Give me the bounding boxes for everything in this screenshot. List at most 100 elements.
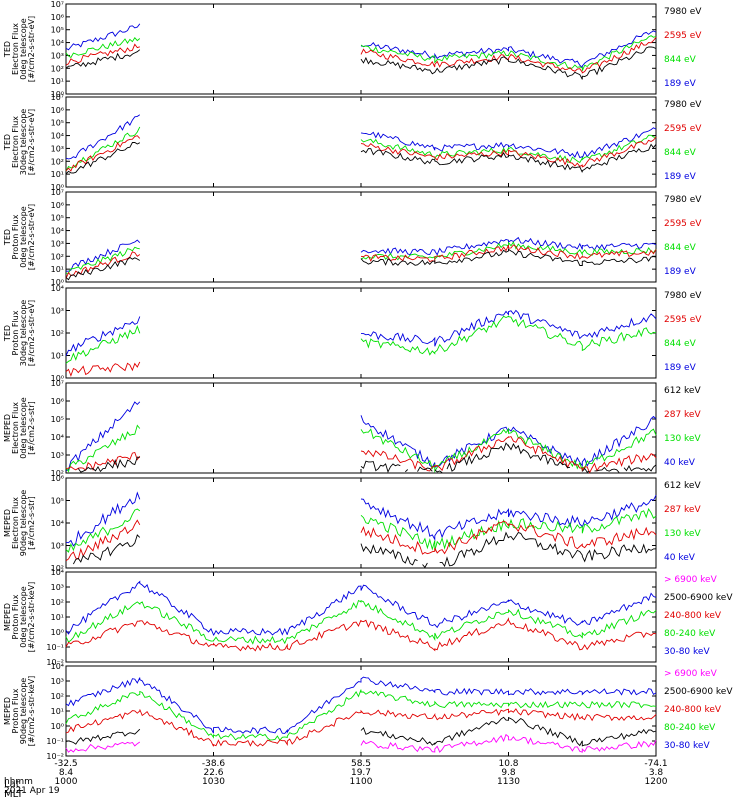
plot-frame [65,3,657,95]
y-axis-label: 30deg telescope [19,300,28,367]
series-line [65,244,657,279]
legend-entry: 189 eV [664,79,697,89]
y-tick-label: 10⁴ [51,519,64,528]
y-tick-label: 10² [51,564,64,573]
x-tick-label: 58.5 [351,759,371,769]
y-tick-label: 10² [51,157,64,166]
series-line [65,676,657,735]
y-tick-label: 10⁰ [51,90,64,99]
plot-frame [65,477,657,569]
y-tick-label: 10⁶ [51,397,64,406]
y-tick-label: 10² [51,329,64,338]
y-tick-label: 10⁶ [51,106,64,115]
plot-frame [65,571,657,663]
series-line [65,23,657,69]
y-axis-label: 0deg telescope [19,18,28,79]
series-line [65,46,657,80]
legend-entry: 287 keV [664,410,701,420]
y-tick-label: 10³ [51,239,64,248]
y-axis-label: [#/cm2-s-str-eV] [27,16,36,82]
legend-entry: 130 keV [664,434,701,444]
y-tick-label: 10² [51,64,64,73]
y-tick-label: 10⁻² [46,752,64,761]
plot-frame [65,382,657,474]
legend-entry: 2595 eV [664,315,702,325]
x-tick-label: 10.8 [498,759,518,769]
series-line [65,424,657,474]
y-tick-label: 10⁴ [51,132,64,141]
y-axis-label: 30deg telescope [19,109,28,176]
panel-1: 10⁰ 10¹ 10² 10³ 10⁴ 10⁵ 10⁶ 10⁷ TED Electron Flux… [3,0,702,99]
y-tick-label: 10⁻¹ [46,643,64,652]
plot-frame [65,191,657,283]
y-tick-label: 10¹ [51,170,64,179]
y-axis-label: Proton Flux [11,214,20,259]
y-axis-label: 90deg telescope [19,678,28,745]
series-line [65,617,657,652]
y-axis-label: MEPED [3,603,12,631]
legend-entry: 2595 eV [664,219,702,229]
y-tick-label: 10⁶ [51,13,64,22]
series-line [65,580,657,636]
y-tick-label: 10⁵ [51,214,64,223]
series-line [65,35,657,71]
y-tick-label: 10³ [51,307,64,316]
plot-frame [65,96,657,188]
series-line [65,142,657,175]
x-label-lat: Lat [4,779,20,790]
y-tick-label: 10⁰ [51,374,64,383]
y-axis-label: Electron Flux [11,116,20,168]
legend-entry: 612 keV [664,481,701,491]
series-line [65,361,141,377]
series-line [65,309,657,356]
y-tick-label: 10⁵ [51,119,64,128]
legend-entry: 30-80 keV [664,741,710,751]
y-axis-label: TED [3,229,12,246]
x-tick-label: 1200 [645,777,668,787]
y-axis-label: MEPED [3,509,12,537]
y-tick-label: 10⁶ [51,474,64,483]
y-axis-label: [#/cm2-s-str-keV] [27,582,36,653]
y-tick-label: 10⁻² [46,658,64,667]
y-axis-label: MEPED [3,697,12,725]
y-tick-label: 10⁷ [51,0,64,9]
x-tick-label: 1100 [350,777,373,787]
series-line [65,507,657,553]
series-line [65,491,657,547]
y-tick-label: 10¹ [51,613,64,622]
series-line [77,442,657,474]
legend-entry: 612 keV [664,386,701,396]
y-tick-label: 10¹ [51,265,64,274]
y-tick-label: 10³ [51,542,64,551]
y-axis-label: MEPED [3,414,12,442]
y-tick-label: 10⁴ [51,284,64,293]
y-axis-label: [#/cm2-s-str-eV] [27,204,36,270]
y-axis-label: Electron Flux [11,402,20,454]
panel-8: 10⁻² 10⁻¹ 10⁰ 10¹ 10² 10³ 10⁴ MEPED Proton Flux 9… [3,662,733,761]
y-tick-label: 10⁴ [51,39,64,48]
y-tick-label: 10² [51,692,64,701]
y-tick-label: 10¹ [51,77,64,86]
legend-entry: 40 keV [664,553,696,563]
x-label-mlt: MLT [4,789,23,800]
y-tick-label: 10⁴ [51,227,64,236]
y-tick-label: 10² [51,252,64,261]
date-label: 2021 Apr 19 [4,786,60,796]
x-tick-label: 9.8 [501,768,516,778]
series-line [65,733,657,753]
legend-entry: 287 keV [664,505,701,515]
y-tick-label: 10³ [51,583,64,592]
x-tick-label: -74.1 [644,759,667,769]
legend-entry: 240-800 keV [664,611,722,621]
legend-entry: 2500-6900 keV [664,593,733,603]
y-axis-label: Proton Flux [11,594,20,639]
legend-entry: 40 keV [664,458,696,468]
series-line [65,315,657,364]
y-tick-label: 10⁴ [51,433,64,442]
panel-6: 10² 10³ 10⁴ 10⁵ 10⁶ MEPED Electron Flux 90deg t… [3,474,701,573]
x-tick-label: 1130 [497,777,520,787]
legend-entry: 30-80 keV [664,647,710,657]
legend-entry: 844 eV [664,339,697,349]
y-axis-label: Proton Flux [11,688,20,733]
y-axis-label: TED [3,41,12,58]
